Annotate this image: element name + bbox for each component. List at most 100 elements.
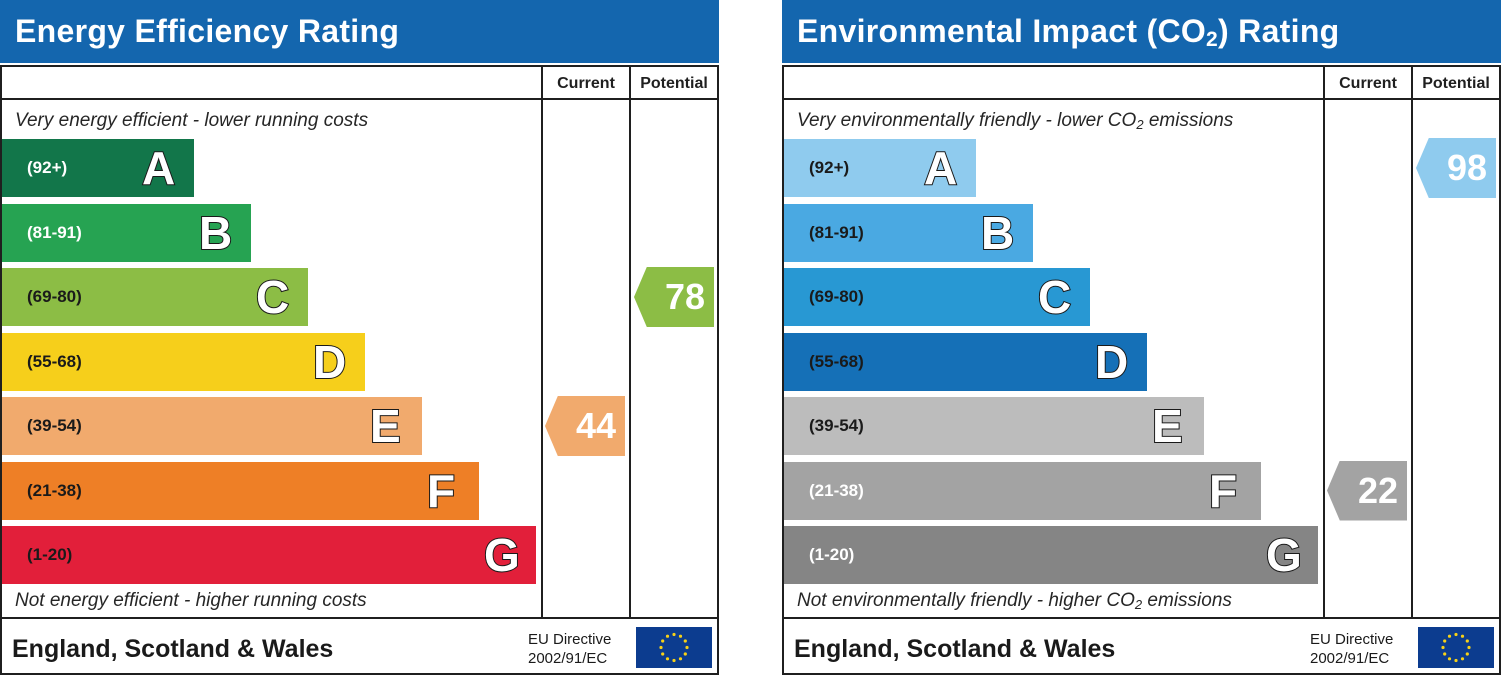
eu-star <box>1454 632 1458 637</box>
current-rating-arrow: 22 <box>1327 460 1407 521</box>
eu-star <box>1454 658 1458 663</box>
eu-star <box>1441 645 1445 650</box>
band-letter: B <box>198 206 233 260</box>
band-b: (81-91) B <box>2 203 251 262</box>
current-rating-value: 44 <box>575 405 616 446</box>
band-c: (69-80) C <box>784 268 1090 326</box>
band-letter: E <box>369 399 402 453</box>
band-range-label: (81-91) <box>809 222 864 242</box>
band-e: (39-54) E <box>2 397 422 455</box>
band-d: (55-68) D <box>2 332 365 391</box>
eu-directive-text: EU Directive 2002/91/EC <box>1310 630 1393 668</box>
potential-rating-arrow: 78 <box>634 267 714 327</box>
eu-flag-icon <box>1418 627 1494 668</box>
panel-title-text: Energy Efficiency Rating <box>15 13 400 49</box>
eu-star <box>1443 639 1447 643</box>
bottom-caption-text: Not environmentally friendly - higher CO <box>797 590 1135 611</box>
band-range-label: (39-54) <box>27 416 82 435</box>
band-range-label: (1-20) <box>27 545 73 564</box>
band-f: (21-38) F <box>2 461 479 520</box>
eu-star <box>1465 652 1469 656</box>
band-letter: A <box>141 141 176 195</box>
top-caption: Very environmentally friendly - lower CO… <box>797 110 1233 132</box>
potential-column-divider <box>629 67 631 619</box>
band-range-label: (21-38) <box>27 480 82 500</box>
eu-star <box>1460 657 1465 661</box>
band-range-label: (81-91) <box>27 222 82 242</box>
eu-directive-line1: EU Directive <box>528 631 612 648</box>
band-g: (1-20) G <box>2 526 536 584</box>
eu-star <box>683 639 687 643</box>
band-range-label: (69-80) <box>27 287 82 306</box>
header-divider <box>2 98 717 100</box>
bottom-caption: Not energy efficient - higher running co… <box>15 590 367 611</box>
eu-star <box>665 657 670 661</box>
band-letter: F <box>426 464 456 518</box>
panel-title-subscript: 2 <box>1206 28 1219 51</box>
current-column-header: Current <box>557 75 615 92</box>
potential-rating-arrow: 98 <box>1416 138 1496 198</box>
band-letter: B <box>980 206 1015 260</box>
rating-frame: Current Potential Very energy efficient … <box>0 65 719 675</box>
potential-column-header: Potential <box>640 75 708 92</box>
current-rating-arrow: 44 <box>545 396 625 456</box>
band-letter: G <box>1265 528 1303 582</box>
bottom-caption: Not environmentally friendly - higher CO… <box>797 590 1232 612</box>
band-range-label: (55-68) <box>809 351 864 371</box>
eu-directive-line2: 2002/91/EC <box>1310 650 1390 667</box>
band-c: (69-80) C <box>2 268 308 326</box>
eu-directive-text: EU Directive 2002/91/EC <box>528 630 611 668</box>
band-letter: A <box>923 141 958 195</box>
bottom-caption-end: emissions <box>1142 590 1232 611</box>
band-d: (55-68) D <box>784 332 1147 391</box>
band-letter: G <box>483 528 521 582</box>
current-rating-value: 22 <box>1357 469 1398 511</box>
top-caption-text: Very environmentally friendly - lower CO <box>797 110 1137 131</box>
band-letter: D <box>312 335 347 389</box>
band-range-label: (21-38) <box>809 480 864 500</box>
current-column-divider <box>541 67 543 619</box>
rating-frame: Current Potential Very environmentally f… <box>782 65 1501 675</box>
header-divider <box>784 98 1499 100</box>
current-column-divider <box>1323 67 1325 619</box>
top-caption-end: emissions <box>1143 110 1234 131</box>
band-letter: C <box>1037 270 1072 324</box>
eu-star <box>1447 657 1452 661</box>
eu-star <box>678 634 683 638</box>
current-column-header: Current <box>1339 75 1397 92</box>
band-letter: F <box>1208 464 1238 518</box>
band-range-label: (92+) <box>809 158 850 177</box>
panel-title: Environmental Impact (CO2) Rating <box>782 0 1501 63</box>
energy-efficiency-panel: Energy Efficiency Rating Current Potenti… <box>0 0 719 675</box>
band-range-label: (55-68) <box>27 351 82 371</box>
panel-title-text: Environmental Impact (CO <box>797 13 1207 49</box>
panel-title: Energy Efficiency Rating <box>0 0 719 63</box>
top-caption: Very energy efficient - lower running co… <box>15 110 369 131</box>
eu-star <box>661 652 665 656</box>
eu-star <box>685 645 689 650</box>
eu-star <box>659 645 663 650</box>
eu-star <box>672 658 676 663</box>
eu-star <box>683 652 687 656</box>
eu-star <box>1460 634 1465 638</box>
environmental-impact-panel: Environmental Impact (CO2) Rating Curren… <box>782 0 1501 675</box>
band-e: (39-54) E <box>784 397 1204 455</box>
band-a: (92+) A <box>784 139 976 197</box>
eu-directive-line2: 2002/91/EC <box>528 650 608 667</box>
footer-divider <box>784 617 1499 619</box>
eu-star <box>1465 639 1469 643</box>
region-label: England, Scotland & Wales <box>794 635 1116 663</box>
potential-rating-value: 98 <box>1446 147 1487 188</box>
band-letter: E <box>1151 399 1184 453</box>
eu-star <box>1467 645 1471 650</box>
band-range-label: (69-80) <box>809 287 864 306</box>
potential-rating-value: 78 <box>664 276 705 317</box>
eu-star <box>665 634 670 638</box>
band-f: (21-38) F <box>784 461 1261 520</box>
band-g: (1-20) G <box>784 526 1318 584</box>
band-range-label: (39-54) <box>809 416 864 435</box>
top-caption-subscript: 2 <box>1136 117 1144 132</box>
eu-flag-icon <box>636 627 712 668</box>
band-range-label: (92+) <box>27 158 68 177</box>
eu-star <box>672 632 676 637</box>
